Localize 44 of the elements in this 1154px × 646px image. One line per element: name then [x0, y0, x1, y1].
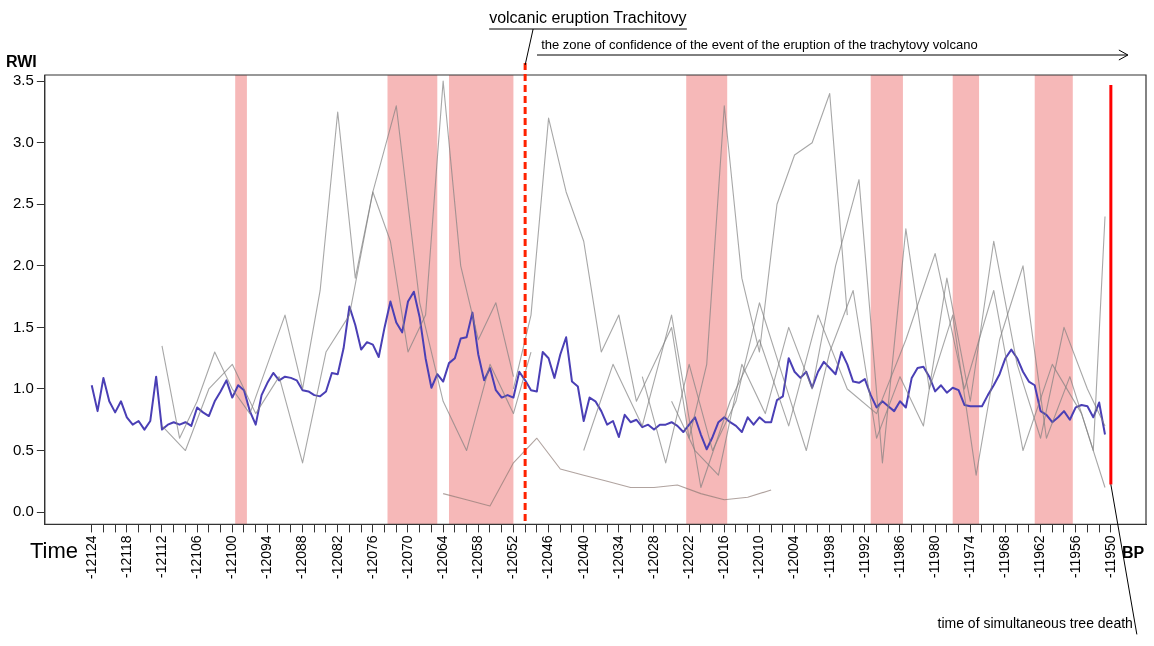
y-tick-label: 3.0: [12, 132, 34, 150]
y-tick-label: 2.5: [12, 194, 34, 212]
x-tick-label: -11998: [820, 535, 837, 578]
x-tick-label: -12064: [434, 535, 450, 579]
x-tick-label: -11956: [1066, 535, 1083, 578]
x-tick-label: -12046: [539, 535, 556, 579]
x-tick-label: -12004: [785, 535, 802, 579]
x-axis-title: Time: [30, 538, 79, 564]
y-tick-label: 3.5: [12, 71, 34, 89]
text: the zone of confidence of the event of the eruption of the trachytovy volcano: [541, 37, 978, 52]
ref-line-label: volcanic eruption Trachitovy: [489, 9, 687, 26]
y-axis-title: RWI: [6, 53, 37, 70]
x-tick-label: -12070: [398, 535, 415, 579]
x-tick-label: -11980: [926, 535, 942, 578]
x-tick-label: -12016: [715, 535, 732, 579]
y-tick-label: 0.0: [12, 502, 34, 520]
x-tick-label: -12118: [117, 535, 134, 578]
x-tick-label: -12082: [328, 535, 345, 579]
x-tick-label: -12022: [680, 535, 696, 579]
text: BP: [1122, 544, 1145, 562]
x-tick-label: -12076: [363, 535, 380, 579]
y-tick-label: 2.0: [12, 255, 34, 273]
y-tick-label: 1.0: [12, 379, 34, 397]
x-tick-label: -11968: [996, 535, 1013, 578]
y-tick-label: 0.5: [12, 440, 34, 458]
x-tick-label: -12034: [609, 535, 626, 579]
x-tick-label: -12052: [504, 535, 521, 579]
x-tick-label: -12112: [152, 535, 169, 578]
x-tick-label: -12088: [293, 535, 310, 579]
x-tick-label: -11962: [1031, 535, 1048, 578]
x-tick-label: -12028: [644, 535, 661, 579]
x-tick-label: -11974: [961, 535, 978, 578]
y-tick-label: 1.5: [12, 317, 34, 335]
x-tick-label: -12100: [223, 535, 240, 579]
x-tick-label: -11992: [855, 535, 872, 578]
x-tick-label: -12106: [188, 535, 204, 579]
x-tick-label: -12058: [469, 535, 486, 579]
x-tick-label: -12040: [574, 535, 591, 579]
x-tick-label: -11950: [1101, 535, 1118, 578]
x-tick-label: -12124: [82, 535, 99, 579]
x-tick-label: -12094: [258, 535, 275, 579]
x-tick-label: -11986: [890, 535, 907, 578]
x-tick-label: -12010: [750, 535, 767, 579]
ref-line-label: time of simultaneous tree death: [937, 615, 1133, 632]
